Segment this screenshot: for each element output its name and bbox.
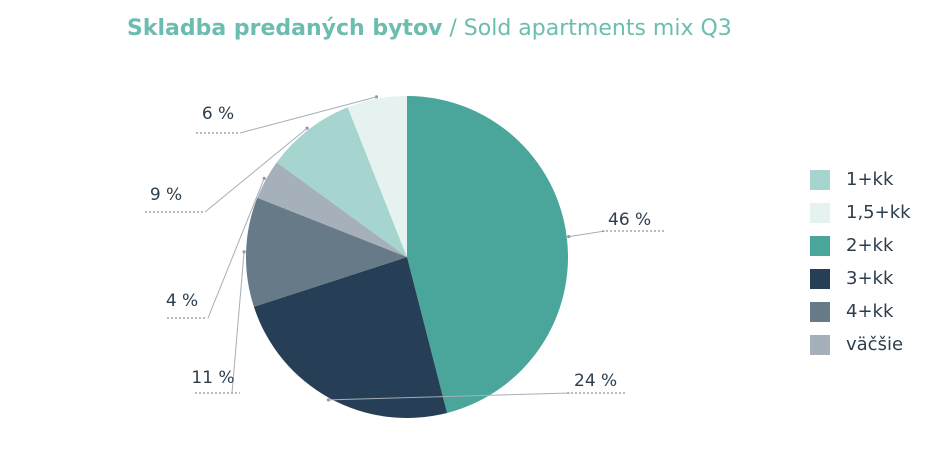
- leader-dot: [242, 250, 246, 254]
- legend-swatch: [810, 202, 830, 223]
- legend-label: 2+kk: [846, 235, 894, 256]
- leader-line: [207, 178, 265, 319]
- leader-line: [231, 251, 245, 394]
- pie-slice-4-kk: [246, 197, 407, 307]
- legend-label: väčšie: [846, 334, 904, 355]
- chart-title: Skladba predaných bytov / Sold apartment…: [127, 16, 732, 41]
- leader-line: [568, 230, 606, 238]
- data-label: 6 %: [202, 104, 234, 124]
- pie-slice-2-kk: [407, 96, 569, 413]
- legend-swatch: [810, 301, 830, 322]
- legend-swatch: [810, 334, 830, 355]
- pie-slice-3-kk: [253, 257, 448, 418]
- legend-label: 4+kk: [846, 301, 894, 322]
- legend-item: väčšie: [810, 328, 911, 361]
- leader-line: [328, 392, 571, 401]
- legend-item: 2+kk: [810, 229, 911, 262]
- chart-title-sub: / Sold apartments mix Q3: [449, 16, 732, 41]
- leader-line: [204, 127, 308, 213]
- pie-slice-v-ie: [257, 162, 407, 257]
- data-label: 4 %: [166, 291, 198, 311]
- chart-legend: 1+kk 1,5+kk 2+kk 3+kk 4+kk väčšie: [810, 163, 911, 361]
- legend-item: 4+kk: [810, 295, 911, 328]
- data-label: 24 %: [574, 371, 617, 391]
- legend-item: 3+kk: [810, 262, 911, 295]
- legend-swatch: [810, 268, 830, 289]
- legend-swatch: [810, 169, 830, 190]
- leader-line: [239, 96, 377, 134]
- legend-item: 1+kk: [810, 163, 911, 196]
- pie-slice-1-5-kk: [347, 96, 407, 257]
- chart-title-main: Skladba predaných bytov: [127, 16, 443, 41]
- data-label: 9 %: [150, 185, 182, 205]
- legend-label: 1,5+kk: [846, 202, 911, 223]
- data-label: 11 %: [191, 368, 234, 388]
- data-label: 46 %: [608, 210, 651, 230]
- legend-swatch: [810, 235, 830, 256]
- legend-label: 1+kk: [846, 169, 894, 190]
- legend-label: 3+kk: [846, 268, 894, 289]
- pie-slice-1-kk: [276, 107, 407, 257]
- legend-item: 1,5+kk: [810, 196, 911, 229]
